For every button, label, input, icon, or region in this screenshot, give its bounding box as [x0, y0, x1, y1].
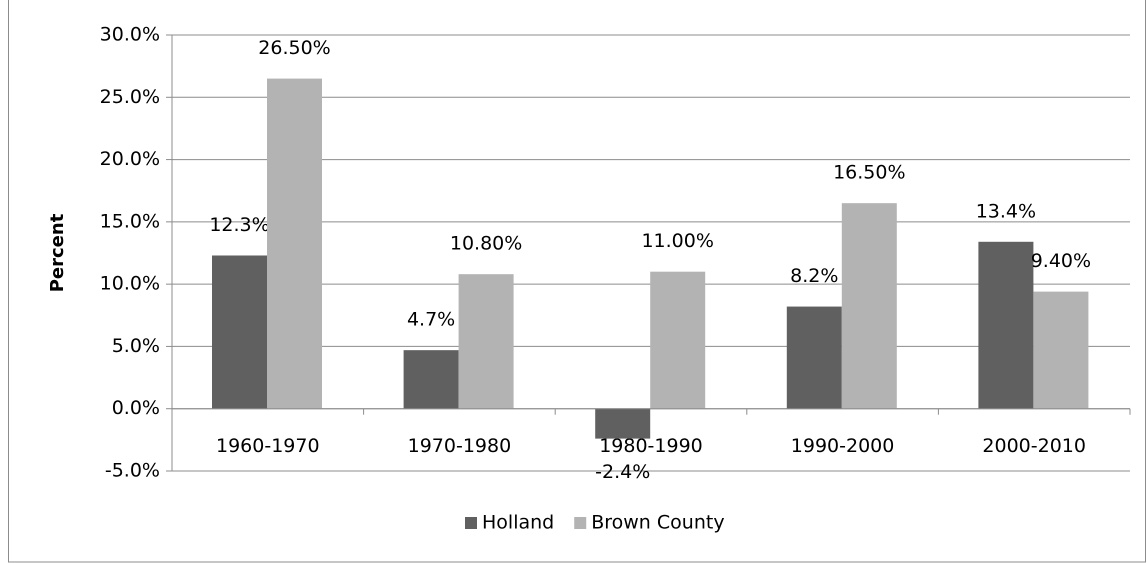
bar	[978, 241, 1034, 409]
y-tick-label: 15.0%	[100, 210, 160, 232]
bar	[650, 271, 706, 409]
bar	[595, 408, 651, 439]
x-tick-label: 1960-1970	[216, 435, 320, 457]
y-tick-label: 10.0%	[100, 273, 160, 295]
bar	[212, 255, 267, 409]
x-tick-label: 2000-2010	[982, 435, 1086, 457]
y-tick-label: -5.0%	[105, 460, 160, 482]
data-label: 10.80%	[450, 233, 522, 255]
data-label: 12.3%	[209, 214, 269, 236]
legend-label: Brown County	[591, 512, 724, 534]
data-label: -2.4%	[595, 461, 650, 483]
bar	[403, 350, 459, 409]
bar	[267, 78, 322, 409]
legend-swatch	[574, 517, 587, 529]
data-label: 26.50%	[258, 37, 330, 59]
y-tick-label: 5.0%	[112, 335, 160, 357]
bar	[1033, 291, 1089, 409]
chart-border	[8, 0, 1146, 563]
data-label: 9.40%	[1031, 250, 1091, 272]
bar	[458, 274, 514, 409]
data-label: 13.4%	[976, 200, 1036, 222]
y-tick-label: 30.0%	[100, 24, 160, 46]
y-axis-label: Percent	[47, 213, 68, 292]
y-tick-label: 20.0%	[100, 148, 160, 170]
data-label: 11.00%	[641, 230, 713, 252]
bar	[841, 203, 897, 409]
y-tick-label: 25.0%	[100, 86, 160, 108]
x-tick-label: 1990-2000	[791, 435, 895, 457]
data-label: 16.50%	[833, 162, 905, 184]
data-label: 8.2%	[790, 265, 838, 287]
legend-swatch	[465, 517, 477, 529]
legend-label: Holland	[482, 512, 554, 534]
x-tick-label: 1980-1990	[599, 435, 703, 457]
x-tick-label: 1970-1980	[408, 435, 512, 457]
bar	[786, 306, 842, 409]
data-label: 4.7%	[407, 309, 455, 331]
y-tick-label: 0.0%	[112, 397, 160, 419]
